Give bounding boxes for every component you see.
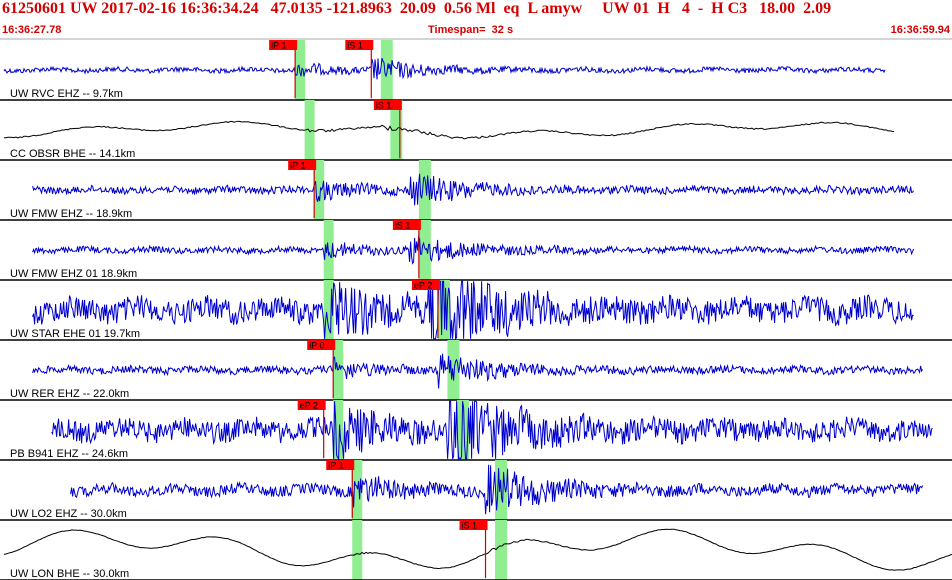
pick-window-s [495, 520, 508, 580]
pick-window-p [323, 280, 334, 340]
pick-label: iS 1 [395, 221, 411, 231]
pick-flag[interactable] [288, 160, 317, 170]
seismogram-panel[interactable]: iP 1 iS 1 UW RVC EHZ -- 9.7km iS 1 CC OBSR B… [0, 40, 952, 580]
pick-flag[interactable] [392, 220, 421, 230]
waveform-trace[interactable] [32, 235, 915, 265]
channel-label: UW LO2 EHZ -- 30.0km [10, 508, 127, 520]
pick-label: iS 1 [462, 521, 478, 531]
event-summary: 61250601 UW 2017-02-16 16:36:34.24 47.01… [2, 0, 832, 17]
waveform-trace[interactable] [3, 120, 895, 140]
pick-window-s [418, 220, 431, 280]
channel-label: UW RVC EHZ -- 9.7km [10, 88, 123, 100]
pick-label: iP 1 [290, 161, 305, 171]
pick-flag[interactable] [326, 460, 355, 470]
event-header: 61250601 UW 2017-02-16 16:36:34.24 47.01… [0, 0, 952, 40]
waveform-trace[interactable] [51, 400, 933, 461]
pick-window-s [447, 340, 460, 400]
end-time: 16:36:59.94 [890, 24, 950, 36]
channel-label: UW STAR EHE 01 19.7km [10, 328, 140, 340]
pick-flag[interactable] [307, 340, 336, 350]
pick-flag[interactable] [297, 400, 326, 410]
pick-flag[interactable] [345, 40, 374, 50]
pick-window-p [314, 160, 325, 220]
pick-flag[interactable] [373, 100, 402, 110]
pick-label: iP 1 [328, 461, 343, 471]
pick-flag[interactable] [411, 280, 440, 290]
pick-flag[interactable] [269, 40, 298, 50]
start-time: 16:36:27.78 [2, 24, 62, 36]
pick-window-p [352, 460, 363, 520]
pick-window-p [333, 400, 344, 460]
waveform-trace[interactable] [32, 280, 914, 341]
pick-window-p [352, 520, 363, 580]
channel-label: UW FMW EHZ 01 18.9km [10, 268, 137, 280]
channel-label: UW LON BHE -- 30.0km [10, 568, 129, 580]
channel-label: UW FMW EHZ -- 18.9km [10, 208, 132, 220]
waveform-trace[interactable] [32, 353, 924, 389]
timespan-label: Timespan= 32 s [428, 24, 514, 36]
channel-label: PB B941 EHZ -- 24.6km [10, 448, 128, 460]
pick-window-s [418, 160, 431, 220]
waveform-trace[interactable] [32, 173, 915, 206]
pick-label: iS 1 [376, 101, 392, 111]
pick-label: eP 2 [300, 401, 318, 411]
waveform-trace[interactable] [3, 58, 886, 80]
channel-label: CC OBSR BHE -- 14.1km [10, 148, 135, 160]
waveform-trace[interactable] [70, 464, 924, 515]
pick-window-p [304, 100, 315, 160]
pick-label: iS 1 [347, 41, 363, 51]
pick-window-s [456, 400, 469, 460]
pick-label: iP 0 [309, 341, 324, 351]
header-divider [0, 38, 952, 40]
pick-label: iP 1 [271, 41, 286, 51]
channel-label: UW RER EHZ -- 22.0km [10, 388, 129, 400]
pick-flag[interactable] [459, 520, 488, 530]
waveform-trace[interactable] [3, 528, 952, 571]
pick-label: eP 2 [414, 281, 432, 291]
